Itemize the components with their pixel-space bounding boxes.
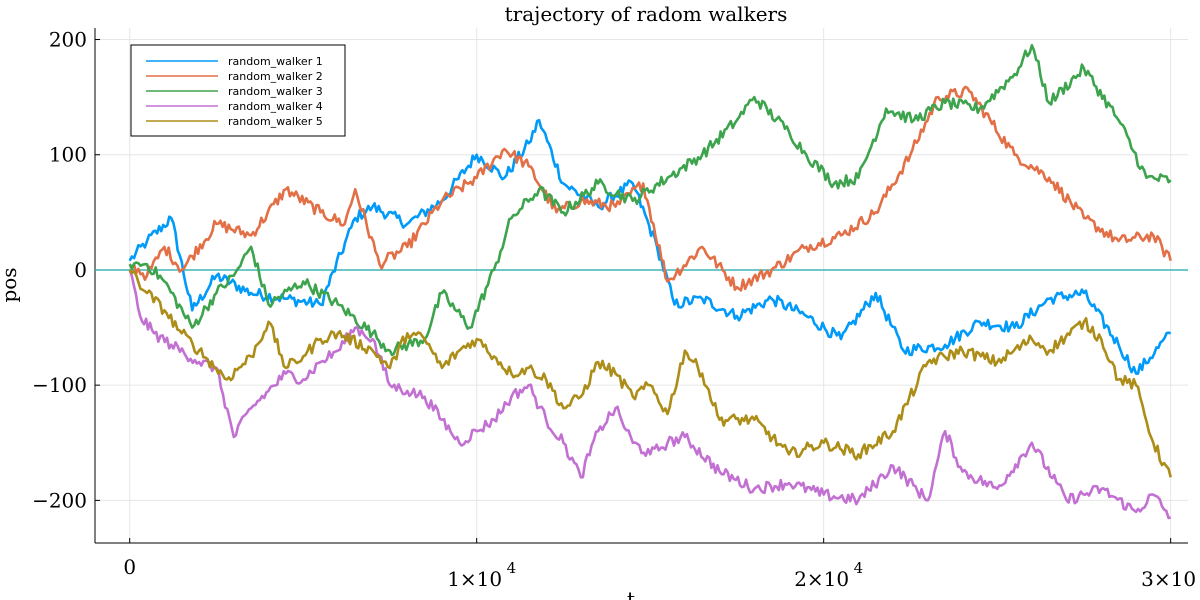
series-line-walker-5 bbox=[128, 269, 1172, 478]
y-axis-label: pos bbox=[0, 267, 21, 302]
y-tick-label: 0 bbox=[74, 258, 87, 282]
x-axis-label: t bbox=[627, 587, 635, 600]
chart-title: trajectory of radom walkers bbox=[505, 2, 788, 26]
y-tick-label: 200 bbox=[49, 28, 87, 52]
y-tick-label: 100 bbox=[49, 143, 87, 167]
legend-label: random_walker 3 bbox=[228, 85, 323, 98]
series-line-walker-3 bbox=[128, 44, 1172, 357]
x-tick-exponent: 4 bbox=[507, 559, 517, 577]
x-tick-label: 3×10 bbox=[1141, 567, 1196, 591]
x-tick-label: 2×10 bbox=[794, 567, 849, 591]
series-line-walker-1 bbox=[128, 118, 1172, 375]
y-tick-label: −200 bbox=[32, 488, 87, 512]
series-line-walker-4 bbox=[128, 269, 1171, 520]
series-layer bbox=[128, 44, 1172, 520]
legend-label: random_walker 2 bbox=[228, 70, 323, 83]
legend-label: random_walker 5 bbox=[228, 115, 323, 128]
x-tick-label: 0 bbox=[123, 555, 136, 579]
legend: random_walker 1 random_walker 2 random_wal… bbox=[130, 44, 346, 137]
legend-label: random_walker 4 bbox=[228, 100, 323, 113]
axes bbox=[94, 28, 1188, 544]
legend-label: random_walker 1 bbox=[228, 55, 323, 68]
x-tick-label: 1×10 bbox=[447, 567, 502, 591]
series-line-walker-2 bbox=[128, 85, 1172, 292]
y-tick-label: −100 bbox=[32, 373, 87, 397]
x-tick-exponent: 4 bbox=[854, 559, 864, 577]
